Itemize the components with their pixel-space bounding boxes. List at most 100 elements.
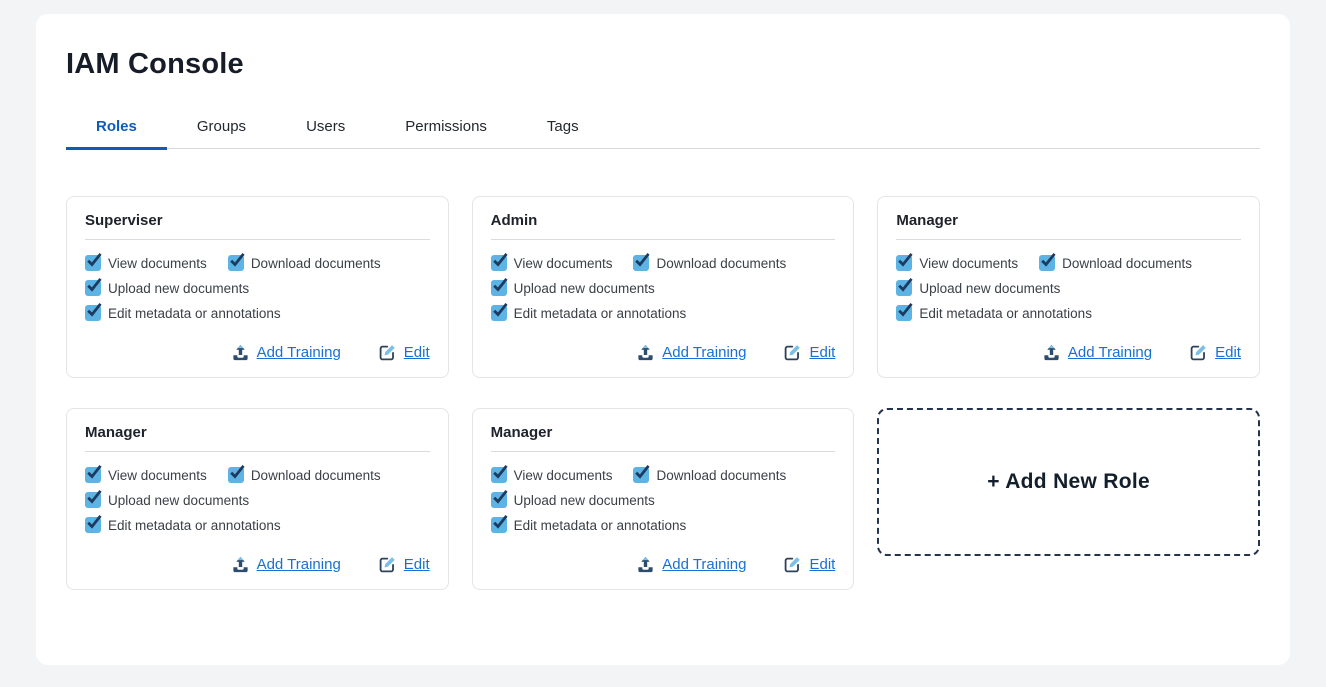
- checkbox-checked-icon[interactable]: [85, 489, 102, 508]
- iam-console-panel: IAM Console Roles Groups Users Permissio…: [36, 14, 1290, 665]
- role-name: Admin: [490, 212, 538, 229]
- permission-download-documents[interactable]: Download documents: [227, 252, 381, 271]
- tab-groups[interactable]: Groups: [196, 118, 247, 135]
- permission-download-documents[interactable]: Download documents: [1039, 252, 1192, 271]
- edit-link[interactable]: Edit: [1190, 344, 1241, 361]
- add-training-label: Add Training: [1067, 344, 1153, 361]
- permission-label: Download documents: [656, 467, 787, 483]
- permission-label: View documents: [108, 467, 207, 483]
- checkbox-checked-icon[interactable]: [633, 464, 651, 483]
- checkbox-checked-icon[interactable]: [896, 252, 914, 271]
- role-card-manager-2: Manager View documents Download document…: [66, 408, 449, 590]
- divider: [85, 451, 430, 452]
- tab-tags[interactable]: Tags: [546, 118, 579, 135]
- edit-label: Edit: [403, 556, 430, 573]
- permission-upload-new-documents[interactable]: Upload new documents: [85, 489, 250, 508]
- permission-view-documents[interactable]: View documents: [490, 252, 613, 271]
- role-card-manager-1: Manager View documents Download document…: [877, 196, 1260, 378]
- permission-label: Download documents: [1062, 255, 1192, 271]
- permission-label: View documents: [513, 255, 613, 271]
- divider: [490, 451, 836, 452]
- checkbox-checked-icon[interactable]: [85, 277, 102, 296]
- checkbox-checked-icon[interactable]: [490, 489, 508, 508]
- checkbox-checked-icon[interactable]: [490, 277, 508, 296]
- add-new-role-button[interactable]: + Add New Role: [877, 408, 1260, 556]
- edit-link[interactable]: Edit: [379, 556, 430, 573]
- tab-users[interactable]: Users: [306, 118, 346, 135]
- permission-label: Upload new documents: [108, 280, 250, 296]
- tab-permissions[interactable]: Permissions: [405, 118, 487, 135]
- permission-download-documents[interactable]: Download documents: [633, 252, 787, 271]
- permission-view-documents[interactable]: View documents: [85, 252, 207, 271]
- permission-edit-metadata[interactable]: Edit metadata or annotations: [490, 514, 687, 533]
- role-name: Superviser: [85, 212, 163, 229]
- add-training-link[interactable]: Add Training: [637, 344, 746, 361]
- permission-label: Upload new documents: [513, 280, 655, 296]
- permission-edit-metadata[interactable]: Edit metadata or annotations: [85, 514, 281, 533]
- permission-label: Edit metadata or annotations: [108, 517, 281, 533]
- tab-roles[interactable]: Roles: [66, 107, 167, 150]
- permission-download-documents[interactable]: Download documents: [633, 464, 787, 483]
- checkbox-checked-icon[interactable]: [85, 464, 102, 483]
- edit-label: Edit: [403, 344, 430, 361]
- checkbox-checked-icon[interactable]: [227, 252, 245, 271]
- checkbox-checked-icon[interactable]: [85, 514, 102, 533]
- permission-upload-new-documents[interactable]: Upload new documents: [490, 489, 655, 508]
- divider: [85, 239, 430, 240]
- roles-grid: Superviser View documents Download docum…: [66, 196, 1260, 590]
- permission-upload-new-documents[interactable]: Upload new documents: [490, 277, 655, 296]
- permission-edit-metadata[interactable]: Edit metadata or annotations: [896, 302, 1092, 321]
- checkbox-checked-icon[interactable]: [490, 464, 508, 483]
- add-training-label: Add Training: [662, 556, 747, 573]
- edit-icon: [379, 344, 396, 361]
- permission-view-documents[interactable]: View documents: [85, 464, 207, 483]
- role-card-superviser: Superviser View documents Download docum…: [66, 196, 449, 378]
- permission-edit-metadata[interactable]: Edit metadata or annotations: [490, 302, 686, 321]
- permission-edit-metadata[interactable]: Edit metadata or annotations: [85, 302, 281, 321]
- checkbox-checked-icon[interactable]: [85, 252, 102, 271]
- permission-download-documents[interactable]: Download documents: [227, 464, 381, 483]
- permission-label: Download documents: [250, 255, 381, 271]
- permission-view-documents[interactable]: View documents: [896, 252, 1018, 271]
- upload-icon: [1043, 344, 1060, 361]
- page-title: IAM Console: [66, 48, 244, 80]
- role-card-manager-3: Manager View documents Download document…: [471, 408, 855, 590]
- add-training-link[interactable]: Add Training: [232, 556, 341, 573]
- divider: [490, 239, 836, 240]
- edit-link[interactable]: Edit: [784, 556, 835, 573]
- permission-label: Edit metadata or annotations: [513, 517, 687, 533]
- edit-icon: [1190, 344, 1207, 361]
- checkbox-checked-icon[interactable]: [490, 252, 508, 271]
- edit-label: Edit: [809, 344, 836, 361]
- edit-link[interactable]: Edit: [784, 344, 835, 361]
- checkbox-checked-icon[interactable]: [85, 302, 102, 321]
- edit-icon: [784, 344, 802, 361]
- checkbox-checked-icon[interactable]: [490, 514, 508, 533]
- permission-label: Upload new documents: [108, 492, 250, 508]
- divider: [896, 239, 1241, 240]
- checkbox-checked-icon[interactable]: [227, 464, 245, 483]
- permission-label: Download documents: [656, 255, 787, 271]
- checkbox-checked-icon[interactable]: [1039, 252, 1057, 271]
- checkbox-checked-icon[interactable]: [490, 302, 508, 321]
- edit-label: Edit: [1215, 344, 1241, 361]
- add-training-link[interactable]: Add Training: [1043, 344, 1152, 361]
- upload-icon: [232, 556, 249, 573]
- edit-link[interactable]: Edit: [379, 344, 430, 361]
- checkbox-checked-icon[interactable]: [896, 277, 914, 296]
- role-name: Manager: [896, 212, 959, 229]
- tab-bar: Roles Groups Users Permissions Tags: [66, 107, 1260, 150]
- add-training-link[interactable]: Add Training: [232, 344, 341, 361]
- permission-view-documents[interactable]: View documents: [490, 464, 612, 483]
- permission-upload-new-documents[interactable]: Upload new documents: [85, 277, 250, 296]
- permission-label: Upload new documents: [919, 280, 1061, 296]
- add-training-link[interactable]: Add Training: [637, 556, 746, 573]
- role-card-admin: Admin View documents Download documents …: [471, 196, 855, 378]
- permission-upload-new-documents[interactable]: Upload new documents: [896, 277, 1061, 296]
- checkbox-checked-icon[interactable]: [896, 302, 914, 321]
- edit-icon: [784, 556, 802, 573]
- checkbox-checked-icon[interactable]: [633, 252, 651, 271]
- upload-icon: [637, 556, 654, 573]
- role-name: Manager: [85, 424, 147, 441]
- add-training-label: Add Training: [662, 344, 747, 361]
